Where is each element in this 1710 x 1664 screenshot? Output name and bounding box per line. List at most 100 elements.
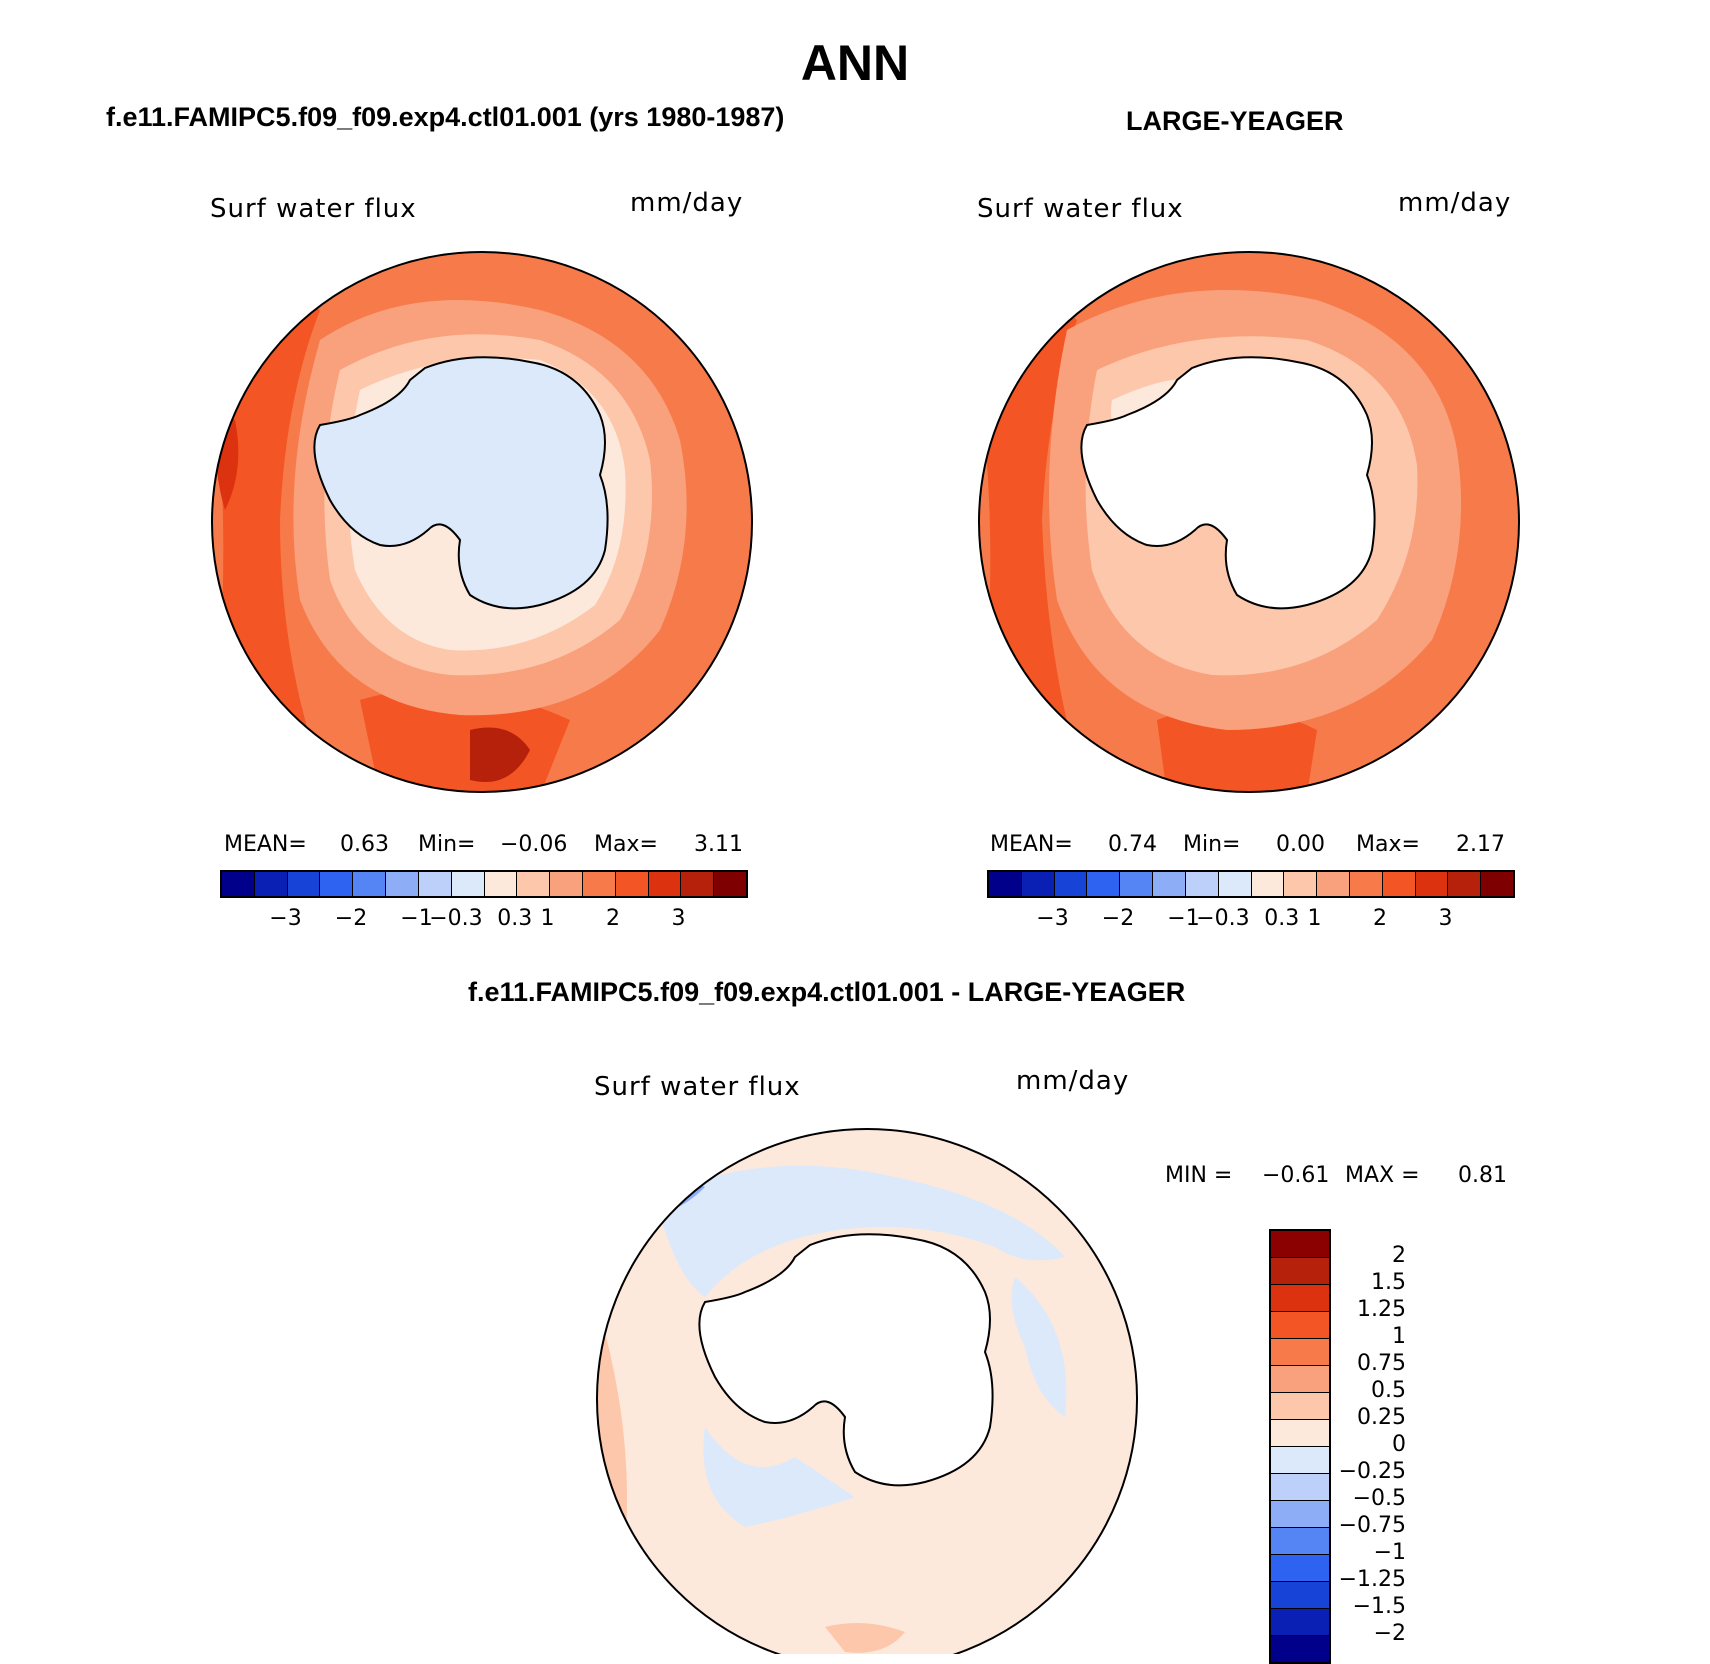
colorbar-segment <box>1271 1555 1329 1582</box>
diff-max-value: 0.81 <box>1458 1163 1507 1188</box>
colorbar-tick-label: 2 <box>1373 906 1387 931</box>
left-mean-value: 0.63 <box>340 832 389 857</box>
colorbar-segment <box>1349 872 1383 896</box>
diff-units-label: mm/day <box>1016 1066 1130 1096</box>
colorbar-segment <box>1087 872 1121 896</box>
left-colorbar-ticks: −3 −2 −1 −0.3 0.3 1 2 3 <box>220 906 748 936</box>
colorbar-segment <box>989 872 1022 896</box>
right-max-label: Max= <box>1356 832 1420 857</box>
colorbar-segment <box>550 872 583 896</box>
colorbar-segment <box>1271 1447 1329 1474</box>
colorbar-segment <box>1271 1393 1329 1420</box>
ocean-fill-dark-south <box>1157 707 1317 792</box>
diff-min-label: MIN = <box>1165 1163 1233 1188</box>
colorbar-segment <box>1448 872 1482 896</box>
left-polar-map <box>211 251 753 793</box>
left-mean-label: MEAN= <box>224 832 307 857</box>
colorbar-segment <box>1271 1285 1329 1312</box>
colorbar-tick-label: −3 <box>1036 906 1069 931</box>
colorbar-tick-label: −1 <box>1373 1540 1406 1565</box>
right-colorbar-ticks: −3 −2 −1 −0.3 0.3 1 2 3 <box>987 906 1515 936</box>
colorbar-segment <box>615 872 649 896</box>
diff-fill-negative-north <box>655 1165 1065 1297</box>
colorbar-tick-label: −1 <box>1167 906 1200 931</box>
diff-min-value: −0.61 <box>1262 1163 1330 1188</box>
colorbar-segment <box>1271 1312 1329 1339</box>
colorbar-tick-label: −2 <box>1373 1621 1406 1646</box>
colorbar-segment <box>287 872 321 896</box>
left-min-label: Min= <box>418 832 476 857</box>
colorbar-segment <box>254 872 288 896</box>
colorbar-segment <box>1284 872 1318 896</box>
right-units-label: mm/day <box>1398 188 1512 218</box>
colorbar-tick-label: −0.3 <box>429 906 483 931</box>
colorbar-segment <box>1271 1339 1329 1366</box>
colorbar-tick-label: 1 <box>1307 906 1322 931</box>
colorbar-segment <box>1271 1501 1329 1528</box>
colorbar-segment <box>1415 872 1449 896</box>
colorbar-tick-label: 0.3 <box>497 906 533 931</box>
colorbar-segment <box>1271 1258 1329 1285</box>
left-panel-title: f.e11.FAMIPC5.f09_f09.exp4.ctl01.001 (yr… <box>106 102 785 132</box>
colorbar-tick-label: −1.25 <box>1338 1567 1406 1592</box>
colorbar-tick-label: 3 <box>1438 906 1453 931</box>
colorbar-segment <box>1382 872 1416 896</box>
figure-title: ANN <box>800 35 910 91</box>
colorbar-tick-label: 1.5 <box>1371 1270 1406 1295</box>
colorbar-tick-label: 1 <box>540 906 555 931</box>
diff-variable-label: Surf water flux <box>594 1072 801 1102</box>
right-polar-map <box>978 251 1520 793</box>
colorbar-segment <box>1271 1636 1329 1662</box>
colorbar-segment <box>1251 872 1285 896</box>
colorbar-segment <box>1054 872 1088 896</box>
colorbar-tick-label: 0.3 <box>1264 906 1300 931</box>
map-border <box>211 251 753 793</box>
colorbar-segment <box>1317 872 1350 896</box>
colorbar-segment <box>1271 1231 1329 1258</box>
left-max-label: Max= <box>594 832 658 857</box>
colorbar-tick-label: 0.25 <box>1357 1405 1406 1430</box>
colorbar-tick-label: −0.3 <box>1196 906 1250 931</box>
diff-max-label: MAX = <box>1345 1163 1420 1188</box>
diff-colorbar-ticks: 2 1.5 1.25 1 0.75 0.5 0.25 0 −0.25 −0.5 −0.75 −1 −1.… <box>1336 1229 1456 1649</box>
right-variable-label: Surf water flux <box>977 194 1184 224</box>
right-mean-label: MEAN= <box>990 832 1073 857</box>
colorbar-segment <box>681 872 715 896</box>
colorbar-segment <box>451 872 485 896</box>
right-mean-value: 0.74 <box>1108 832 1157 857</box>
diff-fill-negative-east <box>1011 1277 1067 1417</box>
colorbar-segment <box>1481 872 1513 896</box>
ocean-fill-max <box>470 727 530 782</box>
colorbar-segment <box>517 872 551 896</box>
colorbar-tick-label: 0.5 <box>1371 1378 1406 1403</box>
colorbar-segment <box>418 872 452 896</box>
colorbar-tick-label: 0.75 <box>1357 1351 1406 1376</box>
map-border <box>596 1128 1138 1654</box>
colorbar-tick-label: −0.75 <box>1338 1513 1406 1538</box>
colorbar-tick-label: −0.25 <box>1338 1459 1406 1484</box>
colorbar-segment <box>1271 1609 1329 1636</box>
ocean-fill-dark-south <box>360 688 570 792</box>
map-border <box>978 251 1520 793</box>
right-min-value: 0.00 <box>1276 832 1325 857</box>
colorbar-segment <box>320 872 354 896</box>
right-colorbar <box>987 870 1515 898</box>
right-min-label: Min= <box>1183 832 1241 857</box>
diff-polar-map <box>596 1128 1138 1654</box>
colorbar-tick-label: 2 <box>1392 1243 1406 1268</box>
left-variable-label: Surf water flux <box>210 194 417 224</box>
colorbar-segment <box>484 872 518 896</box>
colorbar-segment <box>1271 1528 1329 1555</box>
diff-panel-title: f.e11.FAMIPC5.f09_f09.exp4.ctl01.001 - L… <box>468 977 1186 1007</box>
colorbar-segment <box>1153 872 1186 896</box>
left-units-label: mm/day <box>630 188 744 218</box>
colorbar-tick-label: 0 <box>1392 1432 1406 1457</box>
left-max-value: 3.11 <box>694 832 743 857</box>
colorbar-tick-label: −1 <box>400 906 433 931</box>
colorbar-segment <box>714 872 746 896</box>
right-panel-title: LARGE-YEAGER <box>1126 106 1344 136</box>
colorbar-tick-label: −3 <box>269 906 302 931</box>
colorbar-segment <box>1271 1420 1329 1447</box>
antarctica-outline <box>698 1233 994 1487</box>
colorbar-segment <box>1218 872 1252 896</box>
